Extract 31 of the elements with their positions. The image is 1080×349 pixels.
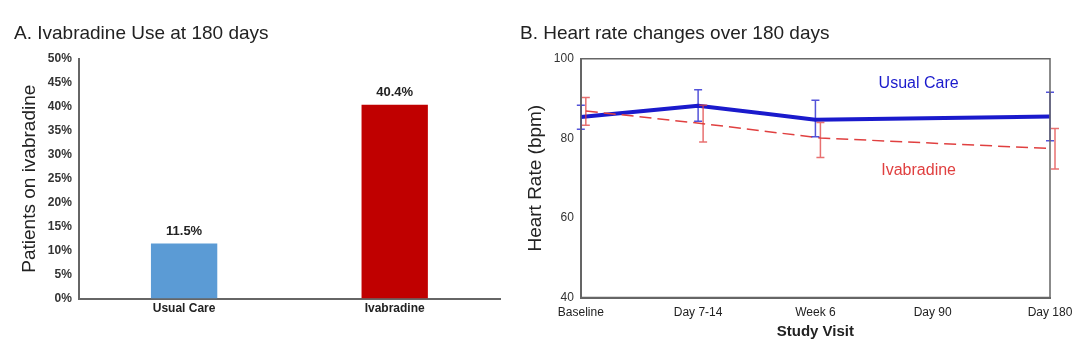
x-tick-label: Ivabradine — [364, 301, 426, 316]
data-label: 40.4% — [376, 83, 414, 99]
y-tick-label: 80 — [560, 130, 575, 145]
y-axis-title: Patients on ivabradine — [17, 84, 39, 273]
chart-title: B. Heart rate changes over 180 days — [520, 21, 830, 43]
y-tick-label: 35% — [47, 123, 73, 138]
y-tick-label: 100 — [553, 51, 575, 66]
x-tick-label: Week 6 — [795, 305, 836, 320]
x-tick-label: Day 180 — [1027, 305, 1073, 320]
y-tick-label: 50% — [47, 51, 73, 66]
y-axis-title: Heart Rate (bpm) — [523, 104, 545, 252]
y-tick-label: 5% — [54, 266, 73, 281]
series-label: Usual Care — [878, 74, 959, 92]
x-tick-label: Day 90 — [913, 305, 953, 320]
y-tick-label: 25% — [47, 171, 73, 186]
y-tick-label: 45% — [47, 75, 73, 90]
data-label: 11.5% — [166, 222, 203, 238]
x-tick-label: Baseline — [557, 305, 605, 320]
series-label: Ivabradine — [881, 161, 957, 179]
x-tick-label: Usual Care — [152, 301, 216, 316]
x-tick-label: Day 7-14 — [673, 305, 723, 320]
x-axis-title: Study Visit — [776, 322, 855, 340]
y-tick-label: 40 — [560, 289, 575, 304]
y-tick-label: 10% — [47, 242, 73, 257]
chart-title: A. Ivabradine Use at 180 days — [14, 21, 269, 43]
y-tick-label: 30% — [47, 147, 73, 162]
y-tick-label: 0% — [54, 290, 73, 305]
y-tick-label: 20% — [47, 194, 73, 209]
y-tick-label: 15% — [47, 218, 73, 233]
y-tick-label: 40% — [47, 99, 73, 114]
y-tick-label: 60 — [560, 210, 575, 225]
